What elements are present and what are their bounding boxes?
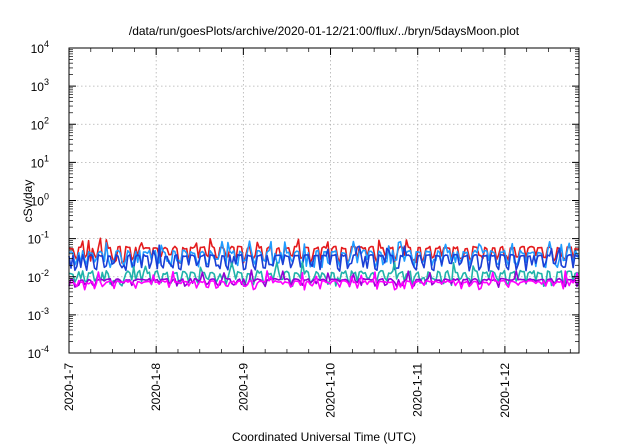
x-tick-label: 2020-1-8 [149,363,163,411]
x-tick-label: 2020-1-10 [324,363,338,418]
series-line [68,244,580,272]
y-ticks: 10-4 10-3 10-2 10-1 100 101 102 103 104 [28,39,579,361]
y-tick-label: 10-3 [28,306,49,323]
series-line [68,237,580,265]
y-tick-label: 10-1 [28,230,49,247]
y-tick-label: 104 [31,39,49,56]
y-tick-label: 100 [31,192,49,209]
y-tick-label: 10-4 [28,344,49,361]
grid [69,48,579,353]
chart-title: /data/run/goesPlots/archive/2020-01-12/2… [129,24,520,38]
x-tick-label: 2020-1-7 [62,363,76,411]
y-axis-label: cSv/day [21,180,35,223]
x-axis-label: Coordinated Universal Time (UTC) [232,430,416,444]
y-tick-label: 101 [31,153,49,170]
y-tick-label: 10-2 [28,268,49,285]
series-lines [68,237,580,291]
x-ticks: 2020-1-7 2020-1-8 2020-1-9 2020-1-10 2020-1-… [62,48,571,418]
series-line [68,270,580,291]
x-tick-label: 2020-1-11 [411,363,425,417]
x-tick-label: 2020-1-9 [236,363,250,411]
y-tick-label: 103 [31,77,49,94]
y-tick-label: 102 [31,115,49,132]
x-tick-label: 2020-1-12 [498,363,512,418]
